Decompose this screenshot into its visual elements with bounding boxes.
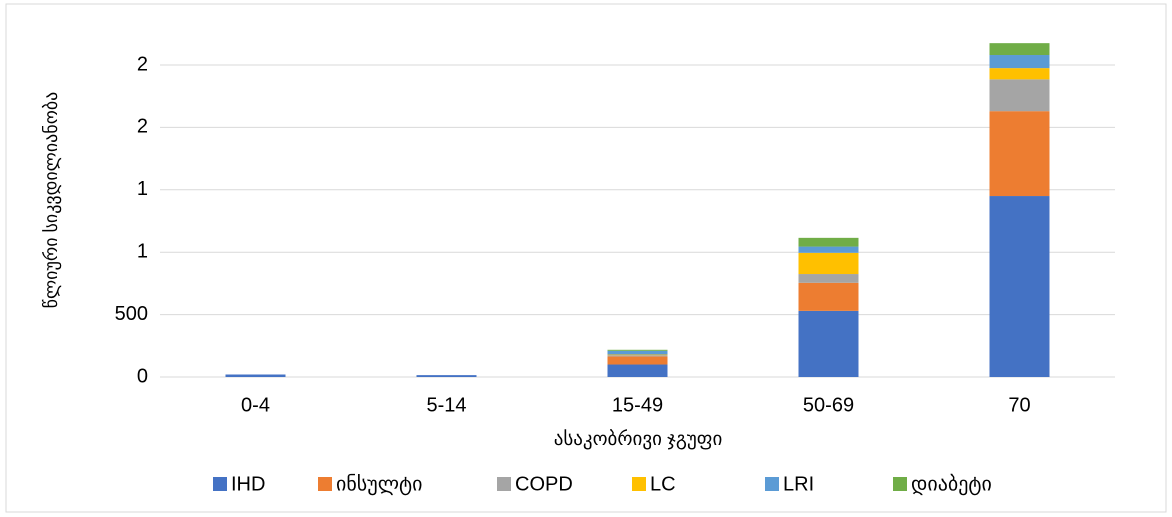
bar-segment [989, 79, 1050, 112]
bar-segment [989, 196, 1050, 377]
x-tick-label: 0-4 [241, 394, 270, 416]
y-tick-label: 1 [137, 240, 148, 262]
bar-segment [989, 55, 1050, 69]
bar-segment [607, 354, 668, 356]
chart-border [5, 3, 1167, 513]
x-axis-title: ასაკობრივი ჯგუფი [554, 429, 723, 450]
bar-segment [607, 356, 668, 365]
y-tick-label: 0 [137, 365, 148, 387]
x-tick-label: 15-49 [612, 394, 663, 416]
bar-segment [416, 375, 477, 377]
legend-label: LRI [783, 473, 814, 495]
legend-swatch [632, 477, 646, 491]
bar-segment [607, 350, 668, 355]
bar-segment [798, 274, 859, 283]
x-tick-label: 70 [1008, 394, 1030, 416]
bar-segment [989, 68, 1050, 80]
legend-swatch [497, 477, 511, 491]
y-axis-title: წლიური სიკვდილიანობა [41, 92, 62, 309]
bar-segment [607, 355, 668, 357]
x-tick-label: 5-14 [426, 394, 466, 416]
y-tick-label: 1 [137, 178, 148, 200]
y-tick-label: 2 [137, 116, 148, 138]
legend-label: IHD [231, 473, 265, 495]
legend-swatch [893, 477, 907, 491]
legend-label: დიაბეტი [911, 473, 992, 495]
bar-segment [798, 282, 859, 311]
legend-swatch [213, 477, 227, 491]
legend-label: ინსულტი [336, 473, 422, 495]
bar-segment [989, 43, 1050, 56]
legend-label: COPD [515, 473, 573, 495]
bar-segment [798, 252, 859, 275]
legend-swatch [318, 477, 332, 491]
legend-swatch [765, 477, 779, 491]
bar-segment [607, 364, 668, 377]
bar-segment [798, 310, 859, 377]
x-tick-label: 50-69 [803, 394, 854, 416]
bar-segment [798, 237, 859, 247]
bar-segment [989, 111, 1050, 197]
bar-segment [798, 246, 859, 253]
bar-segment [225, 374, 286, 377]
bar-segment [607, 349, 668, 351]
y-tick-label: 2 [137, 53, 148, 75]
y-tick-label: 500 [115, 303, 148, 325]
legend-label: LC [650, 473, 676, 495]
